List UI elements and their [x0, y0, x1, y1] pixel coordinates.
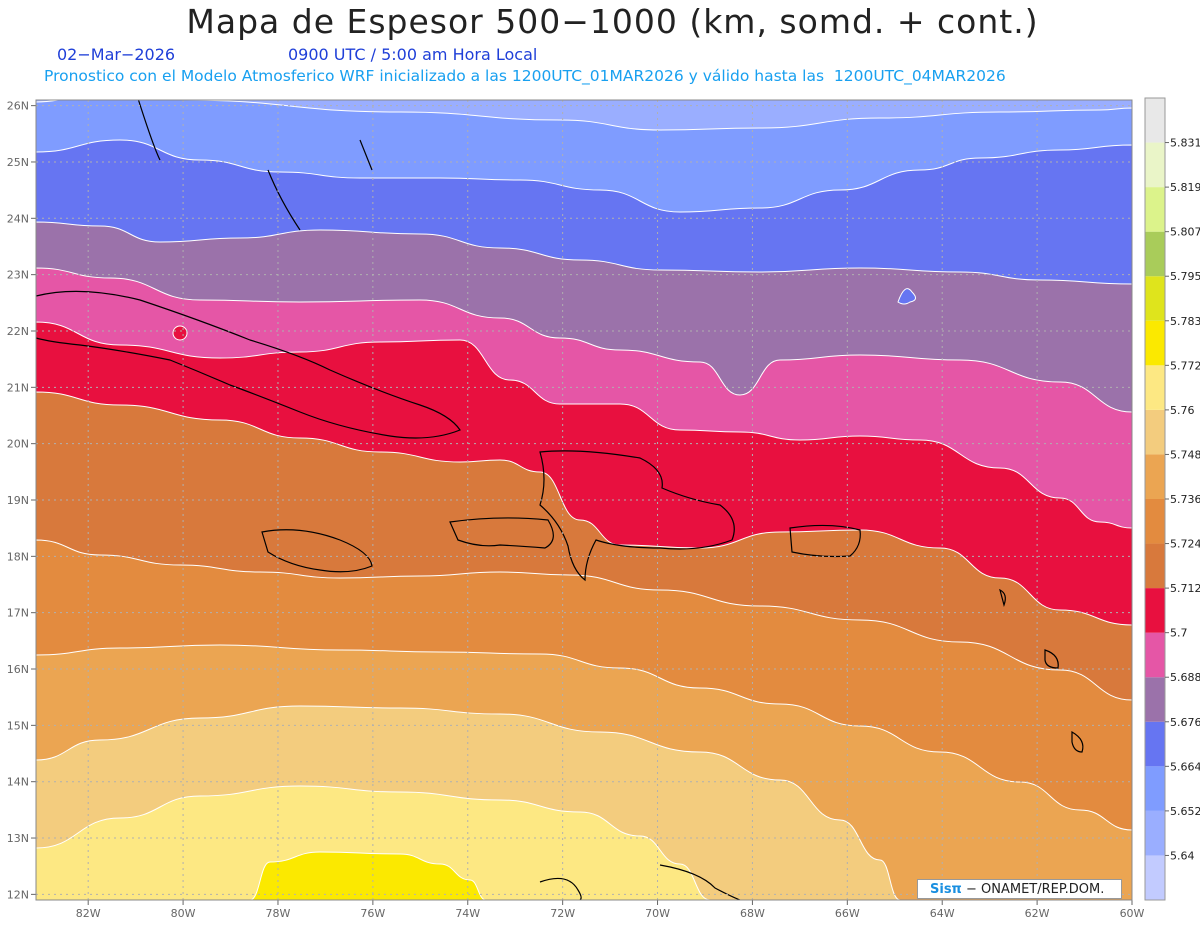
coastline	[659, 864, 741, 900]
colorbar-swatch	[1145, 409, 1165, 455]
coastline	[449, 517, 554, 549]
lon-tick-label: 68W	[740, 907, 765, 920]
forecast-time: 0900 UTC / 5:00 am Hora Local	[288, 45, 538, 64]
colorbar-swatch	[1145, 766, 1165, 811]
lat-tick-label: 15N	[7, 719, 29, 732]
colorbar-label: 5.807	[1170, 226, 1200, 239]
colorbar-swatch	[1145, 543, 1165, 589]
coastline	[999, 588, 1006, 607]
lon-tick-label: 72W	[550, 907, 575, 920]
plot-frame	[35, 99, 1133, 901]
colorbar-swatch	[1145, 231, 1165, 277]
colorbar-swatch	[1145, 142, 1165, 188]
colorbar-label: 5.772	[1170, 359, 1200, 372]
colorbar-label: 5.795	[1170, 270, 1200, 283]
lat-tick-label: 22N	[7, 325, 29, 338]
colorbar-swatch	[1145, 320, 1165, 366]
lat-tick-label: 24N	[7, 212, 29, 225]
lon-tick-label: 74W	[455, 907, 480, 920]
colorbar-label: 5.712	[1170, 582, 1200, 595]
lon-tick-label: 82W	[76, 907, 101, 920]
thickness-band	[249, 851, 487, 900]
coastline	[1071, 730, 1084, 753]
colorbar-swatch	[1145, 276, 1165, 321]
thickness-feature	[172, 325, 188, 341]
lat-tick-label: 20N	[7, 438, 29, 451]
lon-tick-label: 76W	[360, 907, 385, 920]
lon-tick-label: 62W	[1025, 907, 1050, 920]
colorbar-label: 5.736	[1170, 493, 1200, 506]
model-info: Pronostico con el Modelo Atmosferico WRF…	[44, 67, 1006, 85]
lon-tick-label: 66W	[835, 907, 860, 920]
lat-tick-label: 26N	[7, 100, 29, 113]
colorbar-swatch	[1145, 632, 1165, 678]
colorbar-swatch	[1145, 365, 1165, 410]
colorbar-label: 5.819	[1170, 181, 1200, 194]
coastline	[261, 529, 373, 573]
thickness-band	[36, 785, 711, 900]
forecast-date: 02−Mar−2026	[57, 45, 176, 64]
lat-tick-label: 17N	[7, 607, 29, 620]
colorbar-swatch	[1145, 588, 1165, 633]
colorbar-label: 5.748	[1170, 448, 1200, 461]
thickness-feature	[897, 288, 916, 305]
lat-tick-label: 23N	[7, 269, 29, 282]
colorbar-label: 5.724	[1170, 538, 1200, 551]
lon-tick-label: 70W	[645, 907, 670, 920]
coastline	[359, 139, 373, 171]
colorbar-swatch	[1145, 187, 1165, 232]
colorbar-label: 5.783	[1170, 315, 1200, 328]
lat-tick-label: 25N	[7, 156, 29, 169]
colorbar-label: 5.688	[1170, 671, 1200, 684]
lat-tick-label: 21N	[7, 381, 29, 394]
map-title: Mapa de Espesor 500−1000 (km, somd. + co…	[186, 2, 1039, 41]
coastline	[1044, 649, 1059, 669]
lat-tick-label: 16N	[7, 663, 29, 676]
credit-brand: Sisπ	[930, 882, 962, 897]
coastline	[789, 524, 861, 558]
lon-tick-label: 80W	[171, 907, 196, 920]
credit-box: Sisπ − ONAMET/REP.DOM.	[917, 879, 1122, 899]
colorbar-label: 5.7	[1170, 627, 1188, 640]
coastline	[137, 100, 161, 161]
lat-tick-label: 13N	[7, 832, 29, 845]
colorbar-swatch	[1145, 499, 1165, 544]
colorbar-swatch	[1145, 454, 1165, 499]
colorbar-label: 5.76	[1170, 404, 1195, 417]
coastline	[539, 877, 582, 900]
colorbar-label: 5.64	[1170, 849, 1195, 862]
lat-tick-label: 19N	[7, 494, 29, 507]
colorbar-label: 5.652	[1170, 805, 1200, 818]
coastline	[267, 169, 301, 231]
colorbar-swatch	[1145, 810, 1165, 856]
coastline	[539, 450, 735, 582]
coastline	[36, 290, 461, 439]
colorbar-label: 5.664	[1170, 760, 1200, 773]
colorbar-swatch	[1145, 677, 1165, 722]
lat-tick-label: 14N	[7, 776, 29, 789]
lon-tick-label: 60W	[1120, 907, 1145, 920]
colorbar-swatch	[1145, 98, 1165, 143]
lon-tick-label: 64W	[930, 907, 955, 920]
colorbar-swatch	[1145, 721, 1165, 767]
colorbar-label: 5.831	[1170, 137, 1200, 150]
lat-tick-label: 18N	[7, 550, 29, 563]
colorbar-swatch	[1145, 855, 1165, 900]
credit-text: − ONAMET/REP.DOM.	[961, 882, 1105, 897]
lon-tick-label: 78W	[266, 907, 291, 920]
lat-tick-label: 12N	[7, 888, 29, 901]
colorbar-label: 5.676	[1170, 716, 1200, 729]
